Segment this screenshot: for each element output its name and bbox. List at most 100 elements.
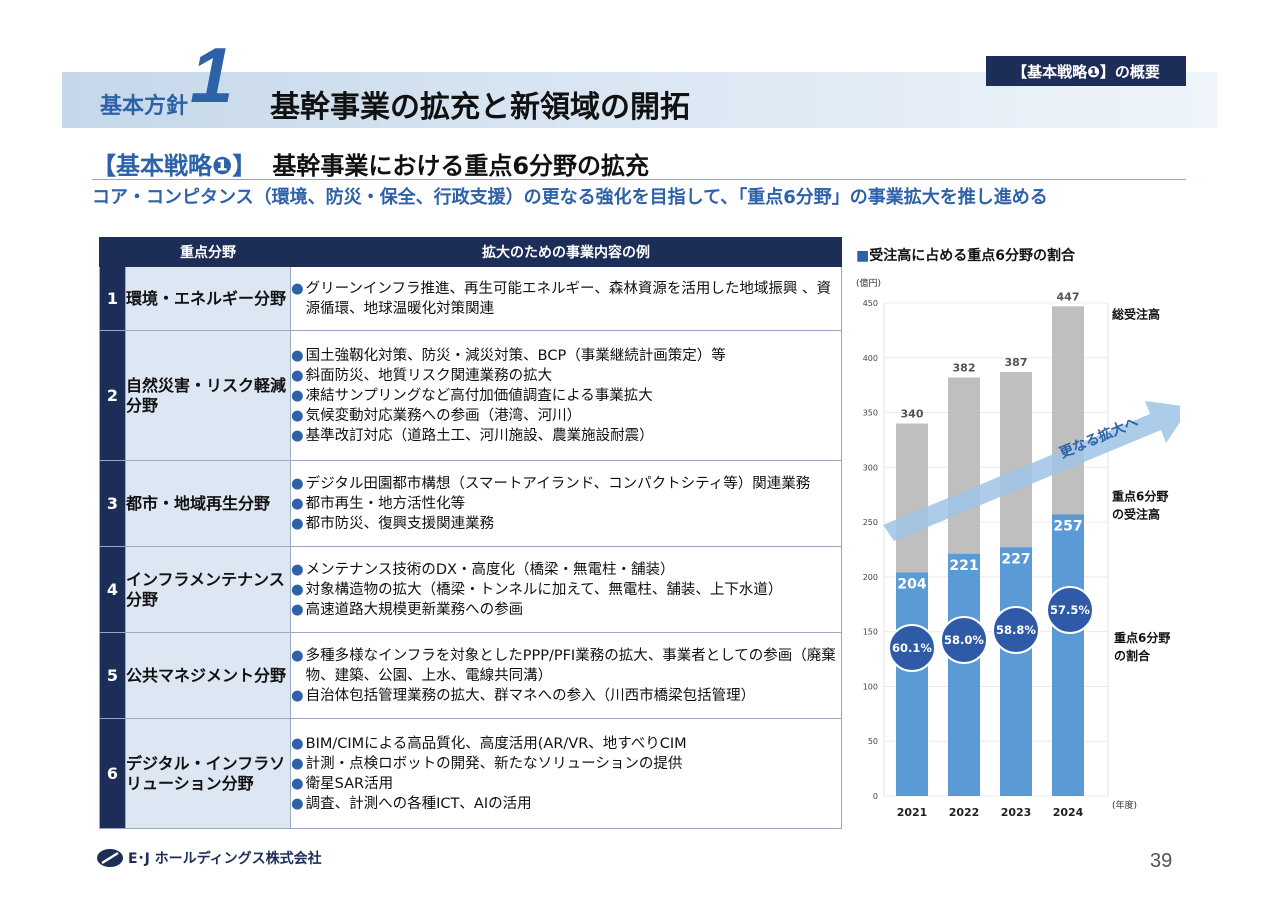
legend-focus-line1: 重点6分野 xyxy=(1112,488,1168,503)
item-text: BIM/CIMによる高品質化、高度活用(AR/VR、地すべりCIM xyxy=(305,735,687,752)
strategy-title: 基幹事業における重点6分野の拡充 xyxy=(272,152,650,180)
focus-value-label: 227 xyxy=(1001,551,1030,567)
y-tick-label: 350 xyxy=(863,409,878,418)
chart-title: ■受注高に占める重点6分野の割合 xyxy=(856,248,1075,264)
ratio-circle xyxy=(992,606,1040,654)
policy-number: 1 xyxy=(190,31,234,119)
bullet-icon: ● xyxy=(291,387,304,404)
y-tick-label: 100 xyxy=(863,682,878,691)
y-tick-label: 250 xyxy=(863,518,878,527)
field-items: ● 多種多様なインフラを対象としたPPP/PFI業務の拡大、事業者としての参画（廃… xyxy=(290,632,842,719)
legend-ratio-line2: の割合 xyxy=(1114,648,1151,663)
focus-value-label: 257 xyxy=(1053,518,1082,534)
total-value-label: 387 xyxy=(1005,356,1028,369)
field-name: インフラメンテナンス分野 xyxy=(125,546,291,633)
ratio-label: 60.1% xyxy=(892,641,932,655)
item-text: メンテナンス技術のDX・高度化（橋梁・無電柱・舗装） xyxy=(305,561,675,578)
y-tick-label: 300 xyxy=(863,463,878,472)
strategy-bracket: 【基本戦略❶】 xyxy=(92,152,257,180)
item-text: 計測・点検ロボットの開発、新たなソリューションの提供 xyxy=(305,755,683,772)
x-tick-label: 2023 xyxy=(1001,806,1032,819)
legend-focus-line2: の受注高 xyxy=(1112,506,1160,521)
list-item: ● メンテナンス技術のDX・高度化（橋梁・無電柱・舗装） xyxy=(291,560,841,580)
list-item: ● 調査、計測への各種ICT、AIの活用 xyxy=(291,794,841,814)
strategy-heading: 【基本戦略❶】 基幹事業における重点6分野の拡充 xyxy=(92,146,649,181)
focus-value-label: 204 xyxy=(897,577,926,593)
table-header-num xyxy=(99,237,126,267)
policy-label: 基本方針 xyxy=(100,94,189,119)
item-text: 国土強靱化対策、防災・減災対策、BCP（事業継続計画策定）等 xyxy=(305,347,726,364)
item-text: 対象構造物の拡大（橋梁・トンネルに加えて、無電柱、舗装、上下水道） xyxy=(305,581,783,598)
x-unit-label: (年度) xyxy=(1112,799,1137,811)
order-share-chart: 0 50 100 150 200 250 300 350 400 450 (億円) 340 204 202… xyxy=(856,277,1180,819)
field-items: ● デジタル田園都市構想（スマートアイランド、コンパクトシティ等）関連業務 ● 都市再… xyxy=(290,460,842,547)
item-text: 気候変動対応業務への参画（港湾、河川） xyxy=(305,407,582,424)
field-name: デジタル・インフラソリューション分野 xyxy=(125,718,291,829)
bullet-icon: ● xyxy=(291,755,304,772)
square-bullet-icon: ■ xyxy=(856,248,870,264)
x-tick-label: 2022 xyxy=(949,806,980,819)
list-item: ● 気候変動対応業務への参画（港湾、河川） xyxy=(291,406,841,426)
item-text: 多種多様なインフラを対象としたPPP/PFI業務の拡大、事業者としての参画（廃棄… xyxy=(305,647,836,684)
bullet-icon: ● xyxy=(291,647,304,664)
ratio-circle xyxy=(940,616,988,664)
list-item: ● 自治体包括管理業務の拡大、群マネへの参入（川西市橋梁包括管理） xyxy=(291,686,841,706)
y-tick-label: 0 xyxy=(873,792,878,801)
list-item: ● 基準改訂対応（道路土工、河川施設、農業施設耐震） xyxy=(291,426,841,446)
list-item: ● 多種多様なインフラを対象としたPPP/PFI業務の拡大、事業者としての参画（廃… xyxy=(291,646,841,686)
item-text: 斜面防災、地質リスク関連業務の拡大 xyxy=(305,367,553,384)
table-row: 6 デジタル・インフラソリューション分野 ● BIM/CIMによる高品質化、高度活用(… xyxy=(99,718,842,829)
list-item: ● 斜面防災、地質リスク関連業務の拡大 xyxy=(291,366,841,386)
x-tick-label: 2021 xyxy=(897,806,928,819)
total-value-label: 447 xyxy=(1057,290,1080,303)
table-header-field: 重点分野 xyxy=(125,237,291,267)
growth-arrow-icon xyxy=(883,401,1180,541)
field-items: ● グリーンインフラ推進、再生可能エネルギー、森林資源を活用した地域振興 、資源循… xyxy=(290,266,842,331)
field-items: ● BIM/CIMによる高品質化、高度活用(AR/VR、地すべりCIM ● 計測・点検… xyxy=(290,718,842,829)
ratio-label: 57.5% xyxy=(1050,603,1090,617)
strategy-subtitle: コア・コンピタンス（環境、防災・保全、行政支援）の更なる強化を目指して、「重点6… xyxy=(92,187,1048,208)
bullet-icon: ● xyxy=(291,735,304,752)
list-item: ● BIM/CIMによる高品質化、高度活用(AR/VR、地すべりCIM xyxy=(291,734,841,754)
item-text: 凍結サンプリングなど高付加価値調査による事業拡大 xyxy=(305,387,653,404)
row-number: 1 xyxy=(99,266,126,331)
table-row: 1 環境・エネルギー分野 ● グリーンインフラ推進、再生可能エネルギー、森林資源を活用… xyxy=(99,266,842,331)
field-items: ● メンテナンス技術のDX・高度化（橋梁・無電柱・舗装） ● 対象構造物の拡大（橋梁・… xyxy=(290,546,842,633)
bullet-icon: ● xyxy=(291,601,304,618)
y-tick-label: 450 xyxy=(863,299,878,308)
bullet-icon: ● xyxy=(291,475,304,492)
row-number: 5 xyxy=(99,632,126,719)
item-text: 都市防災、復興支援関連業務 xyxy=(305,515,495,532)
ratio-label: 58.0% xyxy=(944,633,984,647)
item-text: グリーンインフラ推進、再生可能エネルギー、森林資源を活用した地域振興 、資源循環… xyxy=(305,280,831,317)
ratio-circle xyxy=(1046,586,1094,634)
divider xyxy=(92,179,1186,180)
focus-bar xyxy=(1052,514,1084,796)
legend-ratio-line1: 重点6分野 xyxy=(1114,630,1170,645)
y-tick-label: 200 xyxy=(863,573,878,582)
overview-tag: 【基本戦略❶】の概要 xyxy=(986,56,1186,86)
item-text: 基準改訂対応（道路土工、河川施設、農業施設耐震） xyxy=(305,427,654,444)
field-name: 都市・地域再生分野 xyxy=(125,460,291,547)
list-item: ● 都市防災、復興支援関連業務 xyxy=(291,514,841,534)
item-text: 都市再生・地方活性化等 xyxy=(305,495,466,512)
bullet-icon: ● xyxy=(291,775,304,792)
total-value-label: 340 xyxy=(901,408,924,421)
bullet-icon: ● xyxy=(291,795,304,812)
field-name: 自然災害・リスク軽減分野 xyxy=(125,330,291,461)
ratio-label: 58.8% xyxy=(996,623,1036,637)
item-text: 衛星SAR活用 xyxy=(305,775,394,792)
ratio-circle xyxy=(888,624,936,672)
bullet-icon: ● xyxy=(291,687,304,704)
row-number: 3 xyxy=(99,460,126,547)
row-number: 6 xyxy=(99,718,126,829)
table-header-items: 拡大のための事業内容の例 xyxy=(290,237,842,267)
bullet-icon: ● xyxy=(291,495,304,512)
bullet-icon: ● xyxy=(291,561,304,578)
ej-logo-icon xyxy=(97,849,123,867)
list-item: ● 凍結サンプリングなど高付加価値調査による事業拡大 xyxy=(291,386,841,406)
table-header-row: 重点分野 拡大のための事業内容の例 xyxy=(99,237,842,267)
item-text: 自治体包括管理業務の拡大、群マネへの参入（川西市橋梁包括管理） xyxy=(305,687,756,704)
bullet-icon: ● xyxy=(291,581,304,598)
row-number: 2 xyxy=(99,330,126,461)
